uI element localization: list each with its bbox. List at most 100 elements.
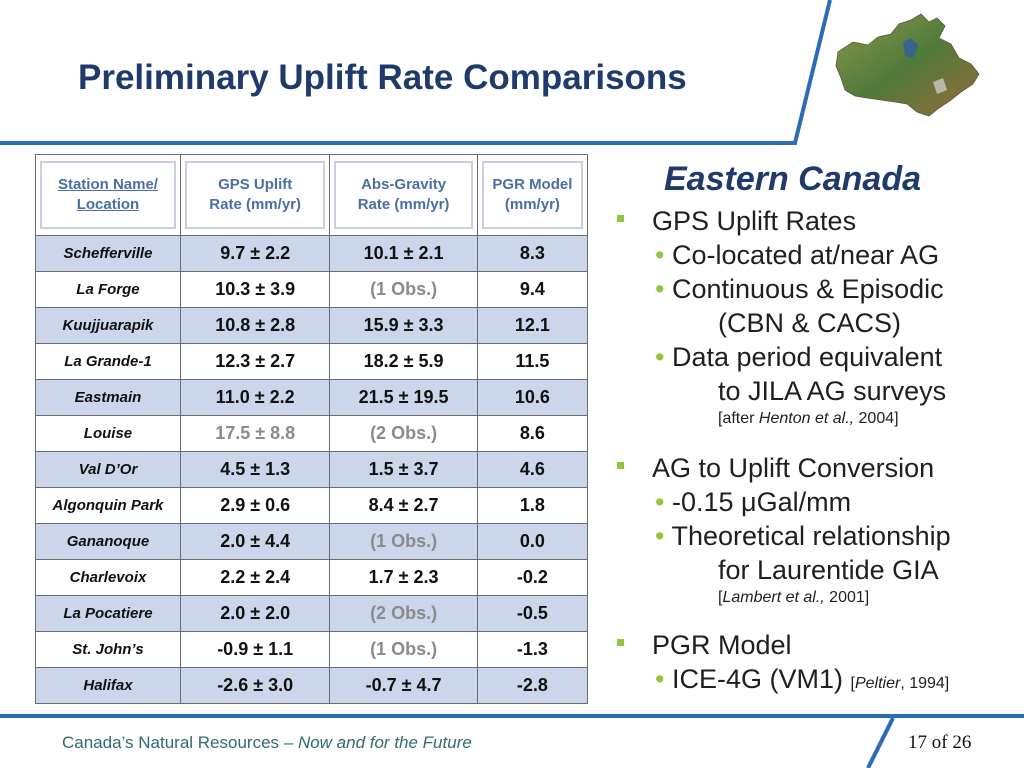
- header-line: Location: [76, 196, 140, 213]
- pgr-cell: 11.5: [476, 343, 589, 380]
- reference-lambert: [Lambert et al., 2001]: [718, 588, 869, 608]
- dot-icon: •: [655, 487, 665, 517]
- footer-tagline: Now and for the Future: [297, 733, 472, 752]
- pgr-cell: -1.3: [476, 631, 589, 668]
- header-line: PGR Model: [492, 176, 573, 193]
- table-row: La Grande-1 12.3 ± 2.7 18.2 ± 5.9 11.5: [35, 343, 589, 380]
- bullet-square-icon: [617, 215, 624, 222]
- station-cell: La Forge: [35, 271, 181, 308]
- dot-icon: •: [655, 342, 665, 372]
- sub-bullet-ice4g: • ICE-4G (VM1) [Peltier, 1994]: [655, 662, 949, 696]
- table-row: Eastmain 11.0 ± 2.2 21.5 ± 19.5 10.6: [35, 379, 589, 416]
- header-pgr: PGR Model (mm/yr): [476, 154, 589, 236]
- ref-bracket: [after: [718, 410, 759, 427]
- sub-bullet-continuation: for Laurentide GIA: [718, 555, 939, 585]
- ag-cell: 21.5 ± 19.5: [329, 379, 478, 416]
- ref-bracket: [: [718, 589, 723, 606]
- gps-cell: 2.0 ± 2.0: [179, 595, 331, 632]
- reference-peltier: [Peltier, 1994]: [851, 675, 950, 692]
- sub-bullet-text: -0.15 μGal/mm: [671, 487, 852, 517]
- table-row: Halifax -2.6 ± 3.0 -0.7 ± 4.7 -2.8: [35, 667, 589, 704]
- ag-cell: 15.9 ± 3.3: [329, 307, 478, 344]
- header-line: (mm/yr): [504, 196, 560, 213]
- station-cell: St. John’s: [35, 631, 181, 668]
- sub-bullet-text: ICE-4G (VM1): [671, 664, 851, 694]
- uplift-rate-table: Station Name/Location GPS Uplift Rate (mm…: [35, 154, 589, 704]
- footer-org: Canada’s Natural Resources –: [62, 733, 298, 752]
- pgr-cell: 0.0: [476, 523, 589, 560]
- station-cell: Algonquin Park: [35, 487, 181, 524]
- ref-author: Henton et al.,: [758, 410, 855, 427]
- ref-bracket: [: [850, 675, 855, 692]
- bullet-gps-uplift-rates: GPS Uplift Rates: [652, 206, 857, 236]
- ref-year: 2004]: [854, 410, 899, 427]
- gps-cell: -2.6 ± 3.0: [179, 667, 331, 704]
- station-cell: Louise: [35, 415, 181, 452]
- ag-cell: 1.5 ± 3.7: [329, 451, 478, 488]
- gps-cell: 4.5 ± 1.3: [179, 451, 331, 488]
- header-line: Abs-Gravity: [361, 176, 447, 193]
- footer-slash-line: [866, 717, 895, 768]
- gps-cell: 10.8 ± 2.8: [179, 307, 331, 344]
- table-row: Algonquin Park 2.9 ± 0.6 8.4 ± 2.7 1.8: [35, 487, 589, 524]
- ag-cell: (1 Obs.): [329, 631, 478, 668]
- dot-icon: •: [655, 274, 665, 304]
- header-line: Rate (mm/yr): [209, 196, 301, 213]
- station-cell: La Grande-1: [35, 343, 181, 380]
- sub-bullet-text: Continuous & Episodic: [671, 274, 944, 304]
- ag-cell: 8.4 ± 2.7: [329, 487, 478, 524]
- table-row: Val D’Or 4.5 ± 1.3 1.5 ± 3.7 4.6: [35, 451, 589, 488]
- sub-bullet-data-period: • Data period equivalent: [655, 340, 942, 374]
- pgr-cell: -0.5: [476, 595, 589, 632]
- table-row: Schefferville 9.7 ± 2.2 10.1 ± 2.1 8.3: [35, 235, 589, 272]
- page-number: 17 of 26: [908, 732, 972, 753]
- gps-cell: 2.2 ± 2.4: [179, 559, 331, 596]
- header-line: Rate (mm/yr): [357, 196, 450, 213]
- dot-icon: •: [655, 240, 665, 270]
- bullet-square-icon: [617, 639, 624, 646]
- station-cell: Gananoque: [35, 523, 181, 560]
- pgr-cell: 10.6: [476, 379, 589, 416]
- bullet-square-icon: [617, 462, 624, 469]
- table-row: Kuujjuarapik 10.8 ± 2.8 15.9 ± 3.3 12.1: [35, 307, 589, 344]
- gps-cell: 17.5 ± 8.8: [179, 415, 331, 452]
- table-row: St. John’s -0.9 ± 1.1 (1 Obs.) -1.3: [35, 631, 589, 668]
- table-header-row: Station Name/Location GPS Uplift Rate (mm…: [35, 154, 589, 236]
- ref-year: 2001]: [824, 589, 870, 606]
- dot-icon: •: [655, 664, 665, 694]
- sub-bullet-text: Data period equivalent: [671, 342, 943, 372]
- ref-year: , 1994]: [900, 675, 950, 692]
- sub-bullet-continuation: to JILA AG surveys: [718, 376, 947, 406]
- bullet-ag-conversion: AG to Uplift Conversion: [652, 453, 935, 483]
- pgr-cell: 8.6: [476, 415, 589, 452]
- dot-icon: •: [655, 521, 665, 551]
- header-line: Station Name/: [57, 176, 158, 193]
- header-station: Station Name/Location: [35, 154, 181, 236]
- pgr-cell: 4.6: [476, 451, 589, 488]
- station-cell: Halifax: [35, 667, 181, 704]
- bullet-pgr-model: PGR Model: [652, 630, 792, 660]
- reference-henton: [after Henton et al., 2004]: [718, 409, 899, 429]
- canada-map-logo: [835, 13, 980, 117]
- ag-cell: 1.7 ± 2.3: [329, 559, 478, 596]
- gps-cell: -0.9 ± 1.1: [179, 631, 331, 668]
- ag-cell: (1 Obs.): [329, 271, 478, 308]
- station-cell: La Pocatiere: [35, 595, 181, 632]
- station-cell: Charlevoix: [35, 559, 181, 596]
- station-cell: Eastmain: [35, 379, 181, 416]
- ref-author: Lambert et al.,: [722, 589, 825, 606]
- ref-author: Peltier: [854, 675, 901, 692]
- footer-org-tagline: Canada’s Natural Resources – Now and for…: [62, 733, 472, 753]
- header-line: GPS Uplift: [218, 176, 293, 193]
- table-row: Charlevoix 2.2 ± 2.4 1.7 ± 2.3 -0.2: [35, 559, 589, 596]
- ag-cell: (2 Obs.): [329, 415, 478, 452]
- gps-cell: 11.0 ± 2.2: [179, 379, 331, 416]
- sub-bullet-text: Theoretical relationship: [671, 521, 951, 551]
- slide-title: Preliminary Uplift Rate Comparisons: [78, 58, 687, 97]
- pgr-cell: -0.2: [476, 559, 589, 596]
- table-row: Gananoque 2.0 ± 4.4 (1 Obs.) 0.0: [35, 523, 589, 560]
- sub-bullet-text: Co-located at/near AG: [671, 240, 940, 270]
- gps-cell: 9.7 ± 2.2: [179, 235, 331, 272]
- table-row: La Forge 10.3 ± 3.9 (1 Obs.) 9.4: [35, 271, 589, 308]
- pgr-cell: 12.1: [476, 307, 589, 344]
